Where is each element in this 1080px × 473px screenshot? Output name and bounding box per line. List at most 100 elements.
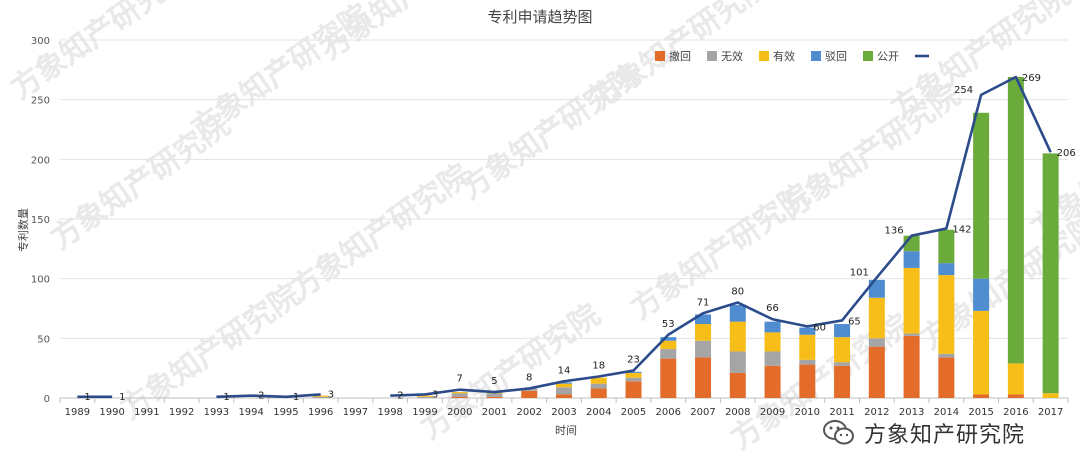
bar-segment (660, 340, 677, 350)
bar-segment (312, 396, 329, 398)
bar-segment (556, 383, 572, 388)
bar-segment (938, 275, 955, 354)
data-label: 14 (558, 365, 571, 376)
legend-swatch (655, 51, 665, 61)
x-tick-label: 2011 (829, 407, 854, 418)
x-tick-label: 1997 (343, 407, 368, 418)
chart-title: 专利申请趋势图 (487, 8, 592, 26)
bar-segment (938, 353, 955, 358)
axes: 0 50 100 150 200 250 300 1989 1990 1991 1992 1993 19… (31, 36, 1069, 418)
watermark-text: 方象知产研究院 (5, 0, 197, 107)
bar-segment (521, 390, 538, 398)
x-tick-label: 1989 (65, 407, 90, 418)
legend-label: 有效 (773, 49, 795, 63)
brand-watermark: 方象知产研究院 (822, 418, 1025, 448)
bar-segment (938, 263, 955, 276)
data-label: 66 (766, 303, 779, 314)
bar-segment (556, 387, 572, 395)
data-label: 71 (697, 297, 710, 308)
y-tick-label: 150 (31, 215, 50, 226)
data-label: 2 (258, 391, 264, 402)
bar-segment (416, 395, 433, 397)
bar-segment (799, 364, 816, 398)
x-tick-label: 2004 (586, 407, 611, 418)
watermark-text: 方象知产研究院 (285, 157, 477, 306)
bar-segment (625, 371, 642, 373)
watermark-text: 方象知产研究院 (115, 277, 307, 426)
x-tick-label: 2006 (656, 407, 681, 418)
bar-segment (764, 351, 781, 366)
bar-segment (1007, 76, 1024, 364)
x-tick-label: 1995 (273, 407, 298, 418)
x-tick-label: 2008 (725, 407, 750, 418)
bar-segment (973, 310, 990, 395)
x-tick-label: 1991 (134, 407, 159, 418)
legend-label: 公开 (877, 50, 899, 63)
legend-swatch (863, 51, 873, 61)
total-line (390, 75, 1052, 397)
bar-segment (695, 357, 712, 398)
watermark-text: 方象知产研究院 (885, 0, 1077, 127)
bar-segment (695, 340, 712, 358)
legend-label: 驳回 (825, 50, 847, 63)
grid-lines (60, 39, 1068, 399)
bar-segment (1007, 363, 1024, 395)
bar-segment (695, 324, 712, 341)
bar-segment (764, 332, 781, 352)
x-tick-label: 2002 (517, 407, 542, 418)
y-tick-label: 300 (31, 36, 50, 47)
legend: 撤回 无效 有效 驳回 公开 (655, 49, 929, 63)
bar-segment (486, 396, 503, 398)
data-label: 136 (884, 226, 903, 237)
bar-segment (312, 395, 329, 397)
y-axis-label: 专利数量 (16, 208, 30, 252)
data-label: 101 (850, 267, 869, 278)
data-label: 3 (432, 389, 438, 400)
bar-segment (590, 383, 607, 389)
bar-segment (868, 346, 885, 398)
x-tick-label: 1993 (204, 407, 229, 418)
x-tick-label: 2001 (482, 407, 507, 418)
bar-segment (973, 278, 990, 311)
x-tick-label: 2003 (551, 407, 576, 418)
bar-segment (451, 393, 468, 397)
bar-segment (556, 394, 572, 398)
x-tick-label: 2007 (690, 407, 715, 418)
x-tick-label: 2015 (968, 407, 993, 418)
bar-segment (973, 394, 990, 398)
data-label: 7 (457, 374, 463, 385)
data-label: 60 (813, 322, 826, 333)
data-label: 5 (491, 376, 497, 387)
data-label: 1 (84, 392, 90, 403)
data-label: 2 (397, 391, 403, 402)
bar-segment (799, 359, 816, 365)
data-label: 80 (731, 287, 744, 298)
bar-segment (799, 327, 816, 335)
bar-segment (903, 251, 920, 268)
data-label: 254 (954, 85, 973, 96)
bar-segment (625, 381, 642, 398)
wechat-icon (823, 420, 854, 445)
bar-segment (903, 267, 920, 334)
x-tick-label: 2000 (447, 407, 472, 418)
x-tick-label: 1998 (377, 407, 402, 418)
bar-segment (729, 304, 746, 322)
x-tick-label: 2010 (795, 407, 820, 418)
legend-label: 无效 (721, 49, 743, 63)
bar-segment (1007, 394, 1024, 398)
data-label: 206 (1057, 148, 1076, 159)
data-label: 1 (119, 392, 125, 403)
data-label: 53 (662, 319, 675, 330)
bar-segment (764, 365, 781, 398)
legend-swatch (811, 51, 821, 61)
bar-segment (660, 349, 677, 359)
brand-name: 方象知产研究院 (864, 423, 1026, 448)
data-label: 8 (526, 372, 532, 383)
data-label: 23 (627, 355, 640, 366)
y-tick-label: 0 (44, 394, 50, 405)
bar-segment (868, 297, 885, 339)
legend-label: 撤回 (669, 49, 691, 63)
bar-segment (451, 392, 468, 394)
